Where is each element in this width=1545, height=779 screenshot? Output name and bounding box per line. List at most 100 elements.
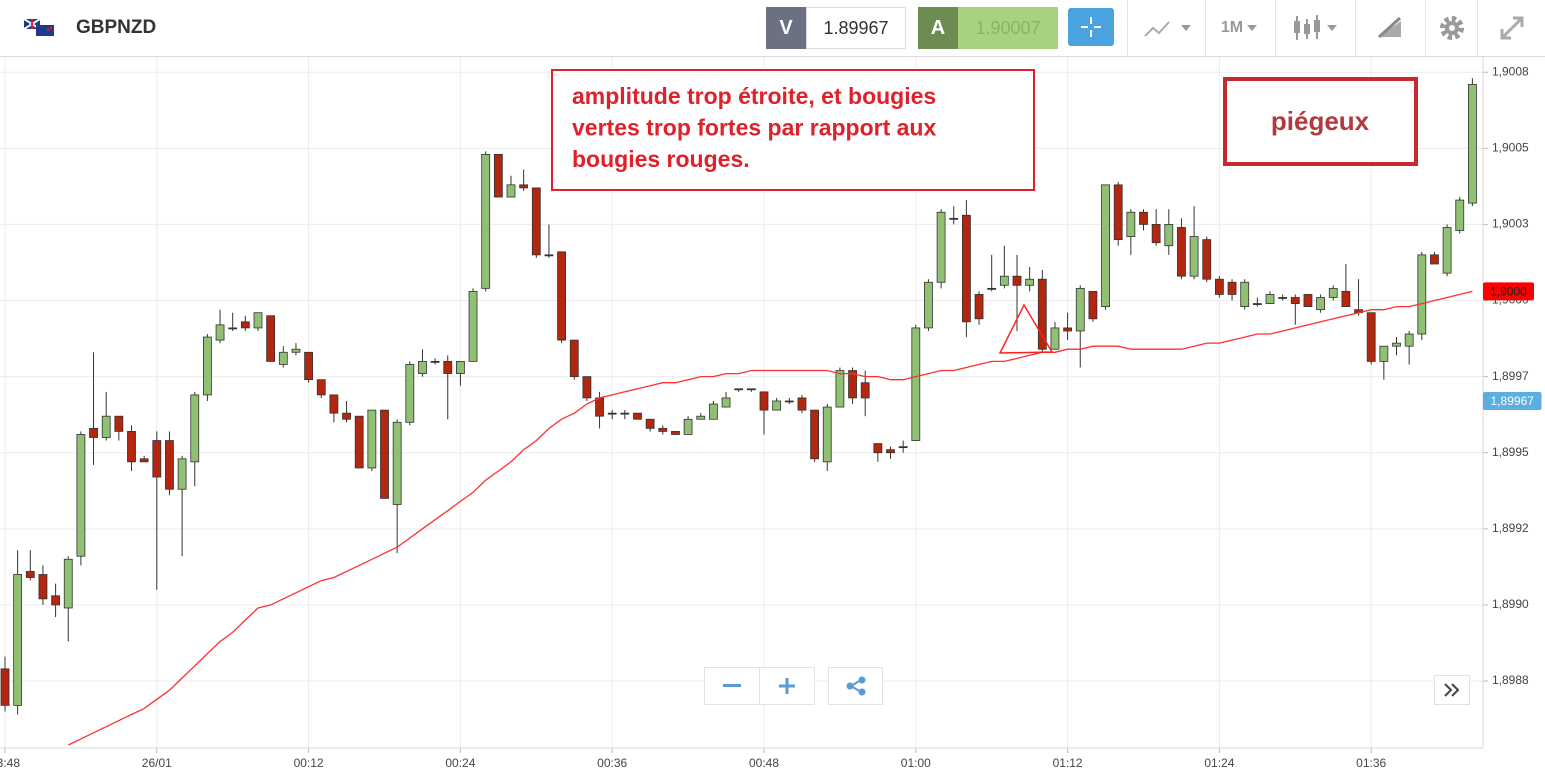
candle-body (304, 351, 314, 381)
timeframe-button[interactable]: 1M (1205, 0, 1275, 56)
candle-body (569, 339, 579, 378)
candle-body (430, 361, 440, 363)
candle-body (455, 361, 465, 374)
candle-body (835, 370, 845, 408)
minus-icon (723, 684, 741, 687)
candle-body (177, 458, 187, 490)
candle-body (999, 275, 1009, 286)
candle-body (671, 431, 680, 435)
candle-body (1037, 278, 1047, 350)
candle-body (784, 400, 794, 403)
candle-body (797, 397, 807, 411)
candle-body (380, 409, 389, 499)
timeframe: 1M (1220, 19, 1244, 36)
chart-type-icon (1143, 21, 1191, 37)
candle-body (1341, 290, 1351, 308)
draw-button[interactable] (1355, 0, 1425, 56)
sell-label[interactable]: V (766, 7, 806, 49)
candle-body (633, 412, 642, 420)
candle-body (1164, 224, 1174, 247)
candle-body (974, 294, 984, 320)
candle-body (1063, 327, 1072, 332)
candle-body (278, 351, 288, 365)
candle-body (936, 211, 946, 283)
y-tick-label: 1,8992 (1492, 521, 1529, 535)
candle-body (595, 397, 604, 417)
candle-body (1025, 278, 1035, 286)
candle-body (38, 574, 48, 600)
candle-icon (1293, 15, 1337, 40)
share-button[interactable] (828, 667, 883, 705)
candle-body (354, 415, 364, 469)
candle-body (1101, 184, 1110, 308)
chart-type-button[interactable] (1127, 0, 1205, 56)
candle-body (1265, 294, 1275, 304)
candle-body (367, 409, 377, 469)
candle-body (848, 370, 857, 399)
candle-body (1215, 278, 1224, 295)
x-tick-label: 01:24 (1204, 756, 1234, 770)
buy-price[interactable]: 1.90007 (958, 7, 1058, 49)
price-marker (1483, 391, 1542, 410)
annotation-text: amplitude trop étroite, et bougies (572, 83, 936, 109)
candle-body (1177, 227, 1186, 277)
candle-body (987, 287, 997, 290)
sell-price[interactable]: 1.89967 (806, 7, 906, 49)
dropdown-icon (1247, 25, 1258, 31)
candle-body (1139, 211, 1148, 225)
candle-body (392, 421, 402, 505)
zoom-out-button[interactable] (704, 667, 760, 705)
candle-body (443, 361, 453, 374)
candle-body (1075, 287, 1085, 332)
y-tick-label: 1,9003 (1492, 217, 1529, 231)
candle-body (1088, 290, 1098, 320)
candle-body (1290, 297, 1300, 304)
candle-body (1252, 303, 1262, 305)
draw-icon (1377, 16, 1401, 39)
candle-body (240, 321, 250, 329)
candle-body (165, 440, 174, 490)
candle-body (1404, 333, 1414, 347)
candle-body (152, 440, 162, 478)
x-tick-label: 23:48 (0, 756, 20, 770)
candle-body (860, 382, 870, 399)
candle-body (924, 281, 933, 329)
y-tick-label: 1,9005 (1492, 140, 1529, 154)
scroll-end-button[interactable] (1434, 675, 1470, 705)
candle-body (822, 406, 832, 463)
candle-body (481, 154, 491, 289)
zoom-in-button[interactable] (759, 667, 815, 705)
candle-body (405, 364, 415, 423)
x-tick-label: 00:48 (749, 756, 779, 770)
candle-body (291, 348, 301, 353)
buy-label[interactable]: A (918, 7, 958, 49)
candle-body (506, 184, 516, 198)
candle-body (1012, 275, 1022, 286)
candle-body (607, 412, 617, 415)
candle-body (544, 254, 554, 257)
candle-body (1442, 227, 1452, 274)
candle-body (658, 427, 668, 432)
fullscreen-button[interactable] (1477, 0, 1545, 56)
candle-body (228, 327, 238, 330)
candle-body (63, 558, 73, 609)
candle-body (190, 394, 200, 463)
crosshair-button[interactable] (1068, 8, 1114, 46)
candle-body (1202, 239, 1212, 280)
candle-body (746, 388, 756, 391)
candle-body (1050, 327, 1060, 350)
candle-body (620, 412, 630, 415)
candle-body (1417, 254, 1427, 335)
candle-body (1126, 211, 1136, 237)
candle-body (51, 595, 60, 606)
candle-body (1189, 236, 1199, 277)
candle-type-button[interactable] (1275, 0, 1355, 56)
candle-body (810, 409, 819, 460)
x-tick-label: 00:24 (445, 756, 475, 770)
candle-body (759, 391, 769, 411)
settings-button[interactable] (1425, 0, 1477, 56)
candle-body (266, 315, 276, 362)
candle-body (1227, 281, 1237, 295)
